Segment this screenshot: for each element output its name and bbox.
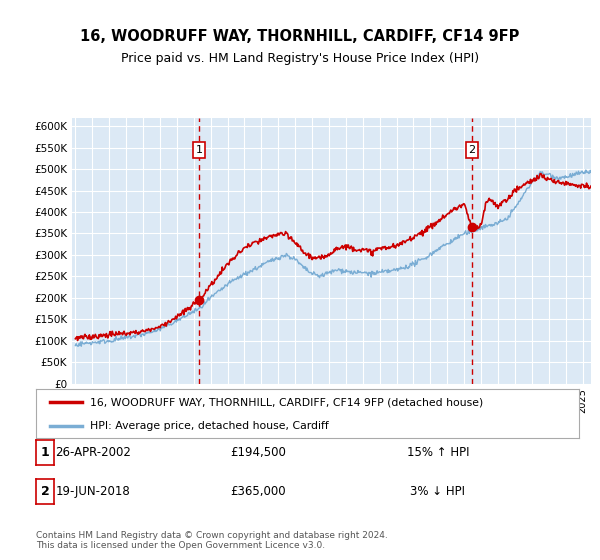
Text: HPI: Average price, detached house, Cardiff: HPI: Average price, detached house, Card… bbox=[91, 421, 329, 431]
Text: 1: 1 bbox=[196, 145, 203, 155]
Text: Price paid vs. HM Land Registry's House Price Index (HPI): Price paid vs. HM Land Registry's House … bbox=[121, 52, 479, 66]
Text: £365,000: £365,000 bbox=[230, 485, 286, 498]
Text: 26-APR-2002: 26-APR-2002 bbox=[55, 446, 131, 459]
Text: 16, WOODRUFF WAY, THORNHILL, CARDIFF, CF14 9FP (detached house): 16, WOODRUFF WAY, THORNHILL, CARDIFF, CF… bbox=[91, 398, 484, 408]
Text: 2: 2 bbox=[469, 145, 476, 155]
Text: 15% ↑ HPI: 15% ↑ HPI bbox=[407, 446, 469, 459]
Text: 2: 2 bbox=[41, 485, 49, 498]
Text: 16, WOODRUFF WAY, THORNHILL, CARDIFF, CF14 9FP: 16, WOODRUFF WAY, THORNHILL, CARDIFF, CF… bbox=[80, 29, 520, 44]
Text: 1: 1 bbox=[41, 446, 49, 459]
Text: 19-JUN-2018: 19-JUN-2018 bbox=[56, 485, 130, 498]
Text: 3% ↓ HPI: 3% ↓ HPI bbox=[410, 485, 466, 498]
FancyBboxPatch shape bbox=[193, 142, 205, 157]
Text: Contains HM Land Registry data © Crown copyright and database right 2024.
This d: Contains HM Land Registry data © Crown c… bbox=[36, 531, 388, 550]
FancyBboxPatch shape bbox=[466, 142, 478, 157]
Text: £194,500: £194,500 bbox=[230, 446, 286, 459]
